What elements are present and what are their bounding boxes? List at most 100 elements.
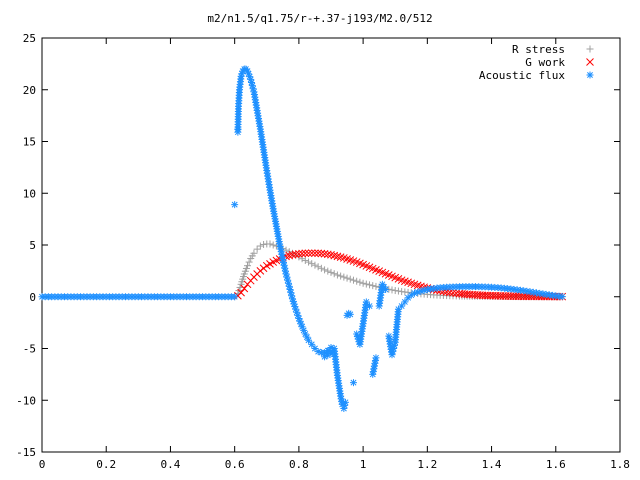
data-point (388, 286, 396, 294)
data-point (311, 261, 319, 269)
data-point (333, 271, 341, 279)
data-point (382, 286, 390, 294)
x-tick-label: 1.6 (546, 458, 566, 471)
data-point (343, 274, 351, 282)
data-point (394, 287, 402, 295)
legend-marker (586, 58, 594, 66)
data-point (366, 302, 374, 310)
data-point (237, 288, 245, 297)
legend-label-g-work: G work (525, 56, 565, 69)
chart-title: m2/n1.5/q1.75/r-+.37-j193/M2.0/512 (207, 12, 432, 25)
x-tick-label: 0 (39, 458, 46, 471)
series-g-work (234, 249, 567, 301)
axes: 0 0.2 0.4 0.6 0.8 1 1.2 1.4 1.6 1.8 -15 -10 -5 0 5 10 15… (16, 32, 630, 471)
data-point (558, 293, 566, 301)
data-point (346, 275, 354, 283)
legend-markers (586, 45, 594, 79)
data-point (231, 293, 239, 301)
data-point (359, 279, 367, 287)
data-point (449, 288, 457, 297)
data-point (301, 257, 309, 265)
data-point (240, 284, 249, 293)
data-point (311, 249, 319, 258)
data-point (445, 288, 454, 297)
data-point (308, 260, 316, 268)
x-tick-label: 0.8 (289, 458, 309, 471)
y-tick-label: 25 (23, 32, 36, 45)
data-point (288, 250, 297, 259)
legend-label-acoustic-flux: Acoustic flux (479, 69, 565, 82)
x-tick-label: 0.6 (225, 458, 245, 471)
data-point (305, 336, 313, 344)
series-layer (38, 65, 567, 413)
data-point (301, 249, 310, 258)
data-point (390, 341, 398, 349)
data-point (372, 354, 380, 362)
data-point (330, 270, 338, 278)
legend-marker (586, 45, 594, 53)
data-point (256, 242, 264, 250)
x-tick-label: 1.8 (610, 458, 630, 471)
y-tick-label: -15 (16, 446, 36, 459)
data-point (391, 287, 399, 295)
data-point (260, 240, 268, 248)
data-point (314, 263, 322, 271)
data-point (236, 283, 244, 291)
y-tick-label: 10 (23, 187, 36, 200)
plot-frame (41, 37, 621, 453)
data-point (369, 282, 377, 290)
legend-label-r-stress: R stress (512, 43, 565, 56)
data-point (279, 255, 287, 263)
data-point (291, 250, 300, 259)
y-tick-label: 0 (29, 291, 36, 304)
data-point (341, 398, 349, 406)
data-point (321, 266, 329, 274)
y-tick-label: 15 (23, 136, 36, 149)
data-point (323, 250, 332, 259)
y-tick-label: -5 (23, 343, 36, 356)
data-point (317, 264, 325, 272)
data-point (401, 298, 409, 306)
data-point (304, 249, 313, 258)
series-acoustic-flux (38, 65, 566, 413)
data-point (231, 201, 239, 209)
data-point (366, 281, 374, 289)
data-point (305, 258, 313, 266)
data-point (269, 241, 277, 249)
x-tick-label: 1 (360, 458, 367, 471)
data-point (320, 249, 329, 258)
data-point (414, 288, 422, 296)
data-point (327, 268, 335, 276)
x-tick-label: 1.2 (417, 458, 437, 471)
data-point (298, 249, 306, 258)
data-point (349, 379, 357, 387)
data-point (307, 249, 316, 257)
x-tick-label: 0.4 (161, 458, 181, 471)
data-point (244, 262, 252, 270)
legend: R stress G work Acoustic flux (479, 43, 594, 82)
data-point (362, 280, 370, 288)
data-point (337, 272, 345, 280)
data-point (324, 267, 332, 275)
data-point (349, 276, 357, 284)
y-tick-label: -10 (16, 394, 36, 407)
data-point (295, 249, 303, 258)
legend-marker (586, 71, 594, 79)
x-tick-label: 1.4 (482, 458, 502, 471)
data-point (250, 249, 258, 257)
data-point (362, 298, 370, 306)
data-point (353, 277, 361, 285)
data-point (245, 258, 253, 266)
data-point (346, 310, 354, 318)
data-point (317, 249, 326, 258)
y-tick-label: 5 (29, 239, 36, 252)
data-point (308, 340, 316, 348)
data-point (266, 240, 274, 248)
y-tick-label: 20 (23, 84, 36, 97)
data-point (356, 278, 364, 286)
data-point (372, 282, 380, 290)
x-tick-label: 0.2 (96, 458, 116, 471)
data-point (314, 249, 323, 258)
data-point (398, 302, 406, 310)
